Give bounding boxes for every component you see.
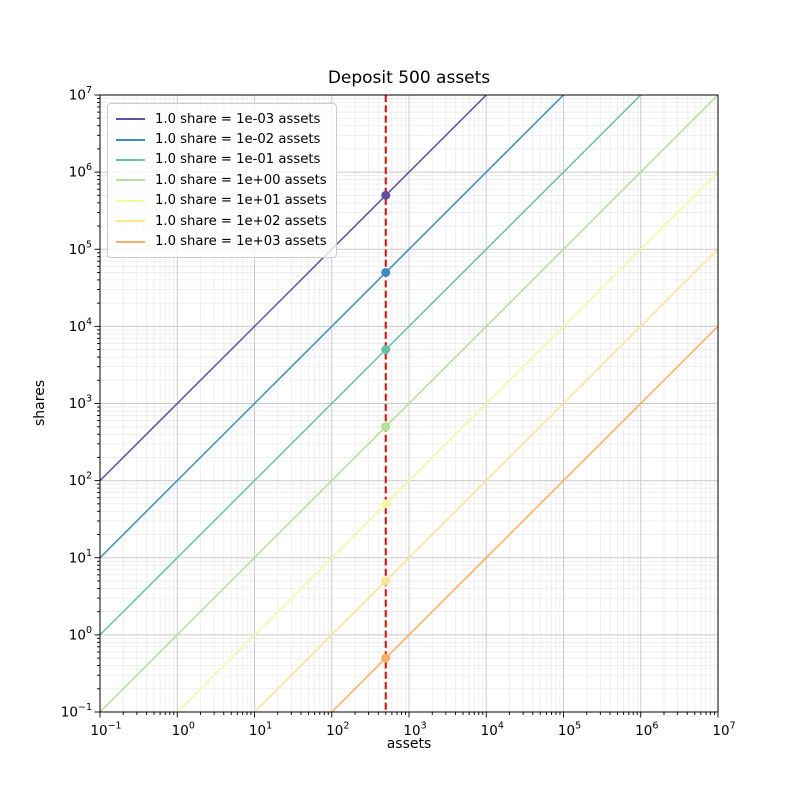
y-tick-label-1e3: 103 [69,394,92,413]
y-tick-label-1e0: 100 [69,625,92,644]
x-tick-label-1e4: 104 [481,721,504,740]
x-tick-label-1e7: 107 [712,721,735,740]
legend-entry-3: 1.0 share = 1e+00 assets [116,170,327,190]
legend-line-sample [116,179,145,182]
legend-entry-2: 1.0 share = 1e-01 assets [116,150,327,170]
marker-0.001 [381,190,391,200]
legend-entry-0: 1.0 share = 1e-03 assets [116,109,327,129]
chart-title: Deposit 500 assets [327,68,491,88]
legend-label: 1.0 share = 1e+00 assets [155,172,327,188]
y-axis-label: shares [32,379,48,427]
legend-line-sample [116,138,145,141]
marker-0.01 [381,267,391,277]
marker-100 [381,576,391,586]
series-line-0.001 [100,95,487,482]
y-tick-label-1e5: 105 [69,239,92,258]
legend-line-sample [116,118,145,121]
marker-0.1 [381,345,391,355]
x-tick-label-1e0: 100 [172,721,195,740]
y-tick-label-1e1: 101 [69,548,92,567]
legend-label: 1.0 share = 1e+01 assets [155,193,327,209]
legend-entry-6: 1.0 share = 1e+03 assets [116,231,327,251]
y-tick-label-1e2: 102 [69,471,92,490]
legend-entry-1: 1.0 share = 1e-02 assets [116,129,327,149]
series-line-1000 [331,325,718,712]
legend-box: 1.0 share = 1e-03 assets 1.0 share = 1e-0… [107,103,337,258]
y-tick-label-1e6: 106 [69,162,92,181]
deposit-markers [381,190,391,663]
series-lines [100,95,718,712]
y-tick-label-1e4: 104 [69,316,92,335]
legend-line-sample [116,199,145,202]
legend-line-sample [116,220,145,223]
marker-10 [381,499,391,509]
series-line-10 [176,171,718,712]
y-tick-label-1e7: 107 [69,85,92,104]
legend-line-sample [116,158,145,161]
x-tick-label-1e2: 102 [326,721,349,740]
axis-ticks [94,94,719,718]
x-tick-label-1e6: 106 [635,721,658,740]
legend-line-sample [116,240,145,243]
legend-entry-4: 1.0 share = 1e+01 assets [116,191,327,211]
legend-label: 1.0 share = 1e+03 assets [155,234,327,250]
series-line-0.01 [100,95,565,559]
legend-label: 1.0 share = 1e-02 assets [155,132,321,148]
legend-label: 1.0 share = 1e+02 assets [155,213,327,229]
series-line-1 [100,95,718,712]
x-tick-label-1e3: 103 [403,721,426,740]
series-line-0.1 [100,95,642,636]
marker-1 [381,422,391,432]
x-axis-label: assets [386,736,432,752]
legend-label: 1.0 share = 1e-01 assets [155,152,321,168]
marker-1000 [381,653,391,663]
series-line-100 [253,248,718,712]
legend-entry-5: 1.0 share = 1e+02 assets [116,211,327,231]
y-tick-label-1e-1: 10−1 [61,702,92,721]
x-tick-label-1e1: 101 [249,721,272,740]
legend-label: 1.0 share = 1e-03 assets [155,111,321,127]
x-tick-label-1e5: 105 [558,721,581,740]
x-tick-label-1e-1: 10−1 [90,721,121,740]
